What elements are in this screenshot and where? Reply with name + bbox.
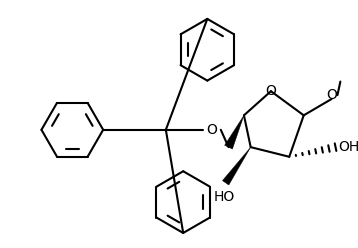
Text: O: O — [266, 84, 276, 98]
Text: OH: OH — [338, 140, 358, 154]
Polygon shape — [224, 115, 244, 149]
Text: O: O — [326, 88, 337, 102]
Polygon shape — [222, 147, 251, 185]
Text: HO: HO — [214, 189, 235, 204]
Text: O: O — [207, 123, 218, 137]
